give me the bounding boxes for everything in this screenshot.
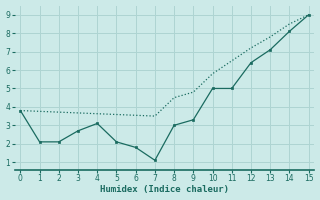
X-axis label: Humidex (Indice chaleur): Humidex (Indice chaleur) <box>100 185 229 194</box>
